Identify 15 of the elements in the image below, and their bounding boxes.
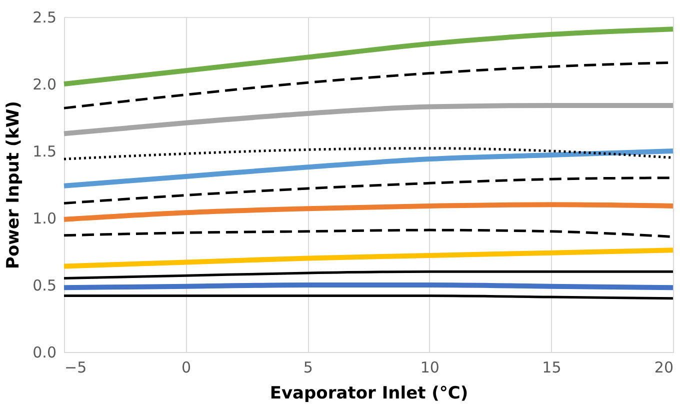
y-tick-label: 1.5 xyxy=(32,142,56,160)
x-tick-label: 20 xyxy=(654,358,674,376)
y-tick-label: 2.0 xyxy=(32,76,56,94)
x-tick-label: 15 xyxy=(542,358,562,376)
x-tick-label: 0 xyxy=(182,358,192,376)
x-tick-label: 5 xyxy=(303,358,313,376)
y-tick-label: 1.0 xyxy=(32,210,56,228)
x-tick-label: 10 xyxy=(420,358,440,376)
y-tick-label: 2.5 xyxy=(32,8,56,26)
x-axis-title: Evaporator Inlet (°C) xyxy=(270,384,468,404)
y-tick-label: 0.5 xyxy=(32,276,56,294)
y-tick-label: 0.0 xyxy=(32,344,56,362)
x-tick-label: −5 xyxy=(64,358,87,376)
line-series xyxy=(62,270,674,280)
y-axis-title: Power Input (kW) xyxy=(4,100,24,270)
